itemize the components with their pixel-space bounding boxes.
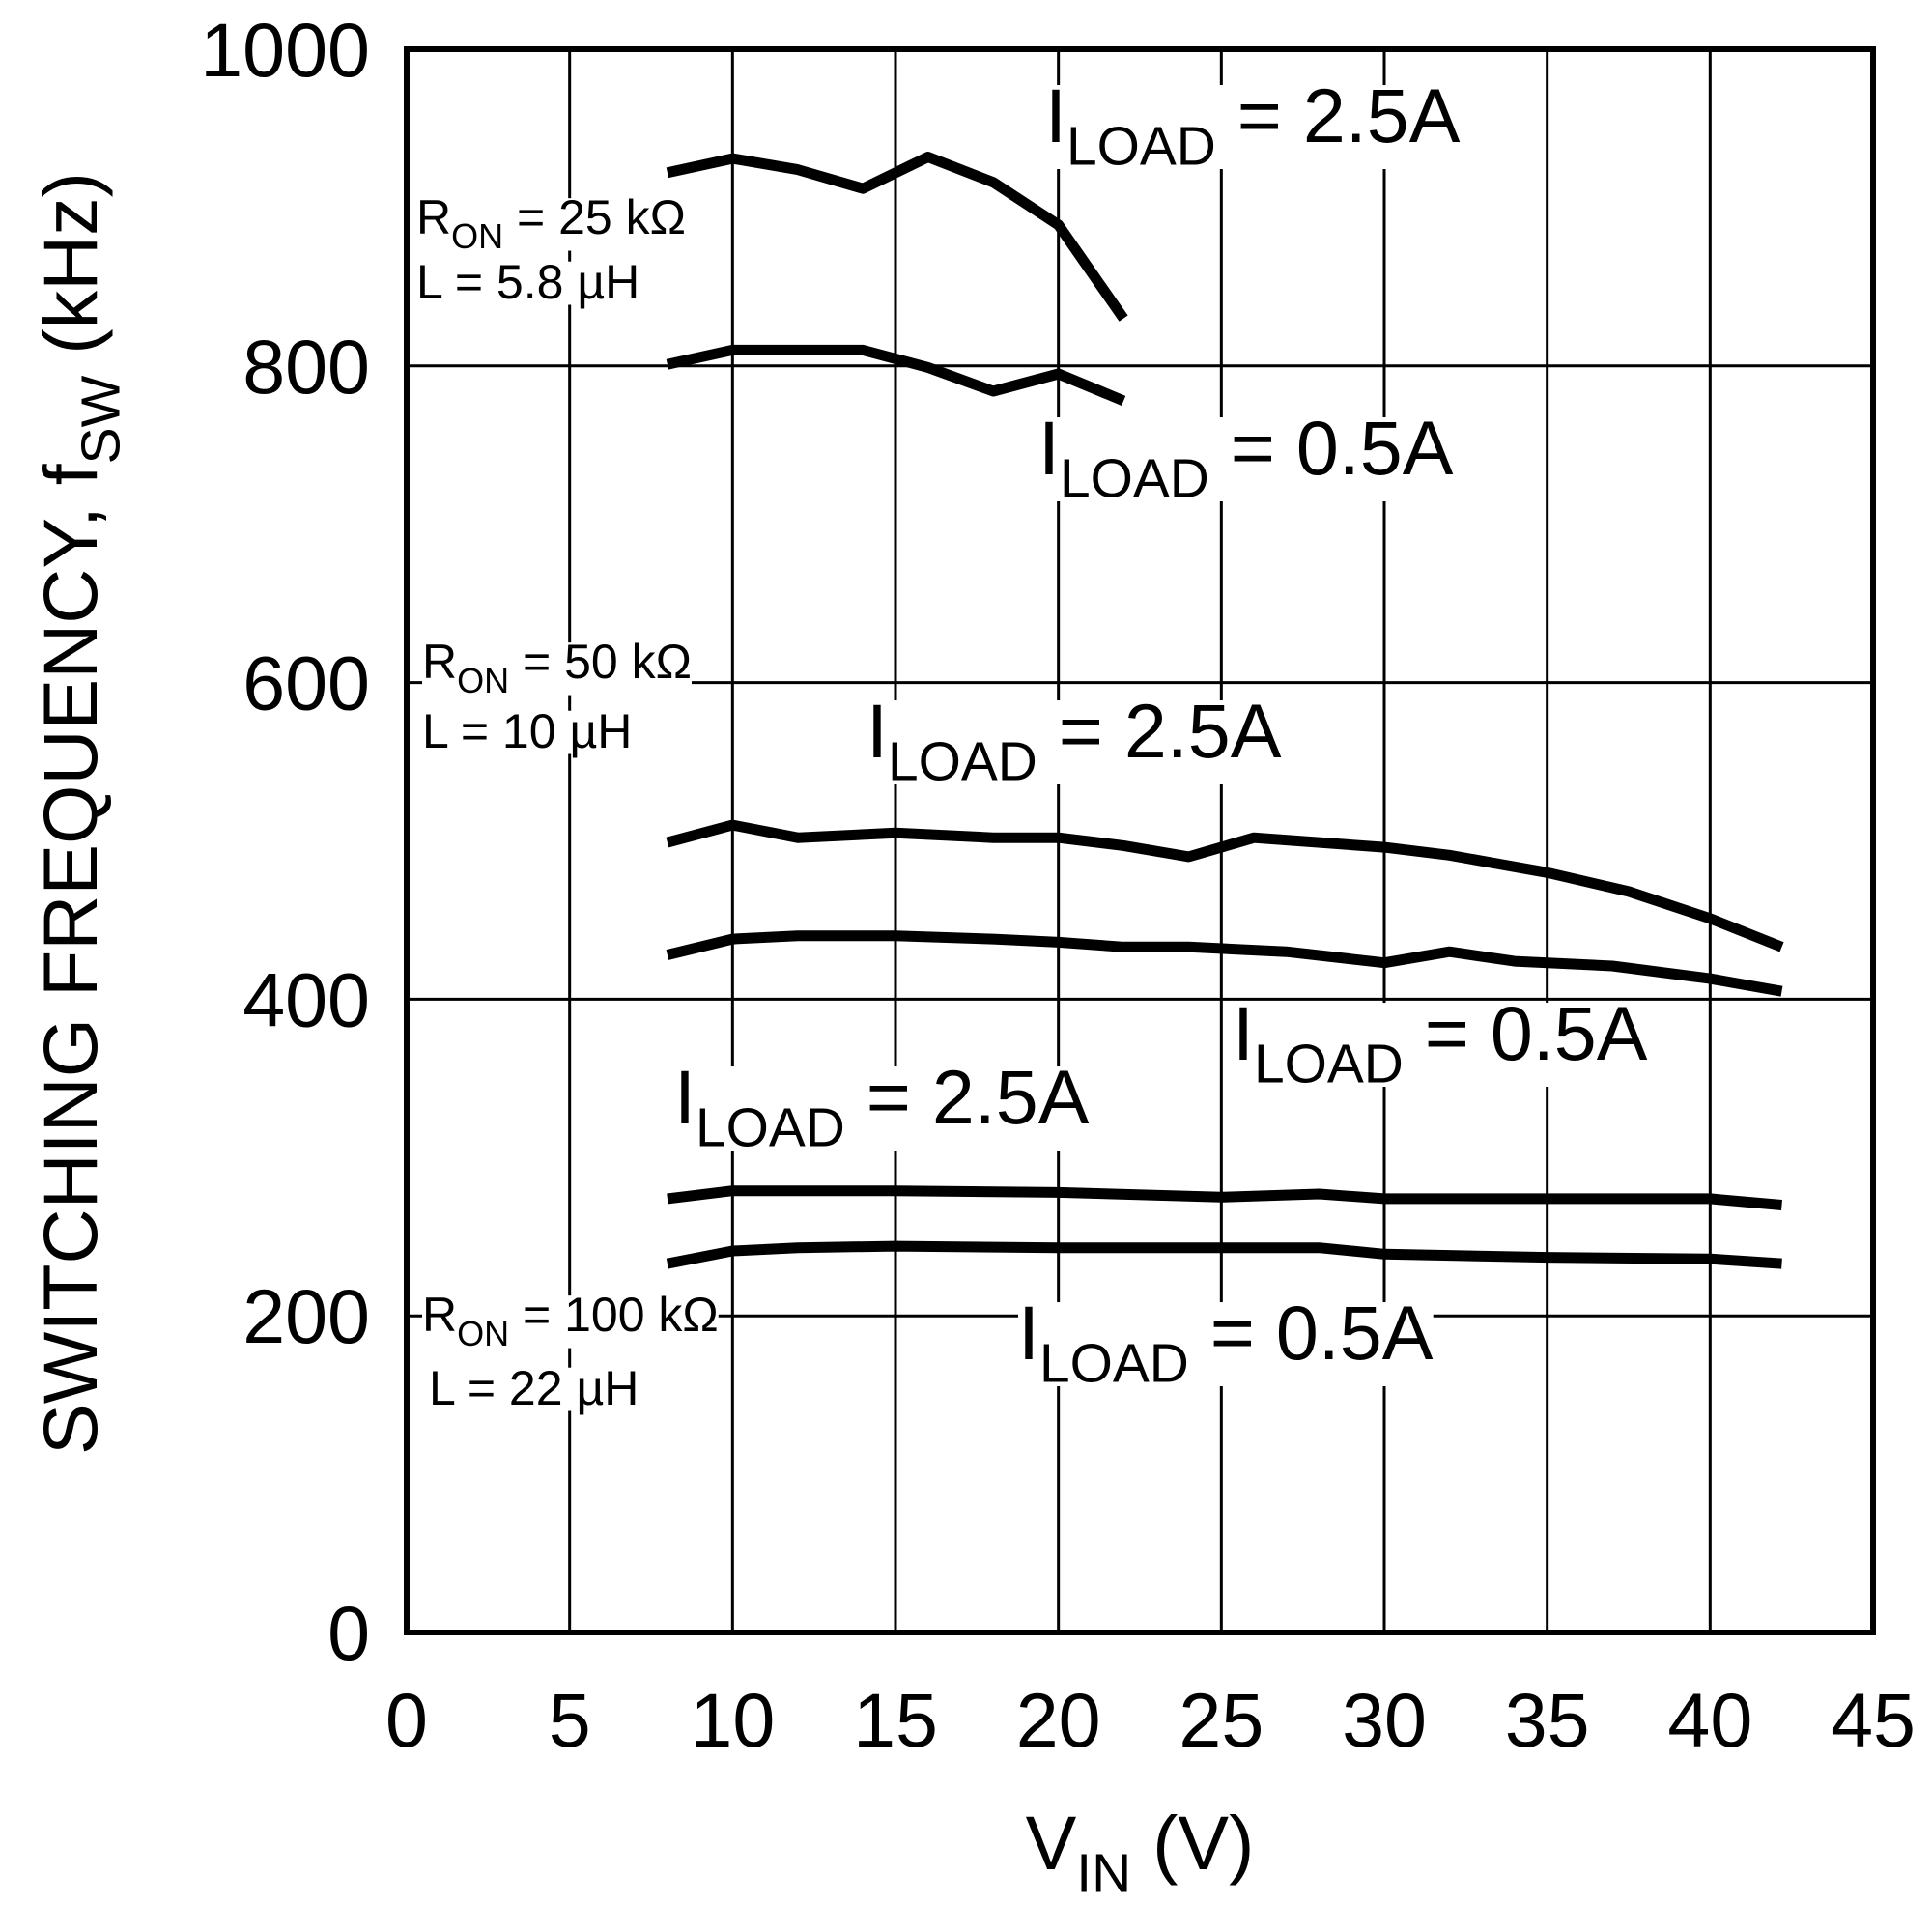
annotation-bg [674, 1066, 1090, 1151]
y-axis-label-rest: (kHz) [27, 172, 113, 376]
annotation: ILOAD = 2.5A [674, 1054, 1090, 1159]
annotation: ILOAD = 0.5A [1233, 990, 1648, 1095]
annotation-bg [1233, 1003, 1648, 1088]
annotation-sub: ON [457, 1314, 509, 1353]
annotation: ILOAD = 0.5A [1038, 405, 1454, 510]
annotation-rest: = 25 kΩ [503, 190, 686, 244]
annotation: L = 22 µH [429, 1361, 639, 1415]
y-tick-label: 800 [242, 324, 370, 410]
annotation-main: R [416, 190, 451, 244]
annotation-sub: LOAD [888, 732, 1037, 793]
line-series [666, 152, 1128, 322]
y-tick-label: 600 [242, 640, 370, 726]
x-tick-label: 20 [1016, 1677, 1101, 1763]
y-axis-label-main: SWITCHING FREQUENCY, f [27, 463, 113, 1455]
annotation-bg [1045, 85, 1461, 170]
y-axis-label-sub: SW [71, 375, 132, 464]
annotation-main: R [422, 1288, 457, 1342]
annotation-sub: LOAD [1039, 1334, 1189, 1395]
x-tick-label: 25 [1179, 1677, 1264, 1763]
x-tick-label: 5 [549, 1677, 591, 1763]
annotation-rest: = 2.5A [1037, 688, 1282, 774]
annotation-rest: = 0.5A [1189, 1290, 1434, 1376]
annotation: ILOAD = 2.5A [1045, 72, 1461, 178]
y-axis-label: SWITCHING FREQUENCY, fSW (kHz) [27, 172, 132, 1455]
x-tick-label: 15 [853, 1677, 938, 1763]
annotation-main: L = 22 µH [429, 1361, 639, 1415]
x-tick-label: 35 [1505, 1677, 1590, 1763]
line-series [666, 819, 1784, 952]
annotation: L = 5.8 µH [416, 255, 639, 309]
annotation-main: I [1018, 1290, 1039, 1376]
annotation-bg [416, 198, 686, 251]
annotation: RON = 100 kΩ [422, 1288, 719, 1353]
annotation: ILOAD = 2.5A [867, 688, 1282, 793]
annotation-main: I [674, 1054, 696, 1140]
annotation-bg [429, 1367, 639, 1411]
annotation-main: R [422, 635, 457, 689]
annotation: RON = 25 kΩ [416, 190, 686, 256]
y-tick-label: 1000 [200, 7, 370, 93]
x-axis-label-main: V [1026, 1800, 1077, 1886]
annotation-bg [1018, 1302, 1434, 1387]
annotation-main: I [1038, 405, 1060, 491]
x-tick-label: 40 [1667, 1677, 1752, 1763]
annotation-bg [867, 700, 1282, 785]
annotation: RON = 50 kΩ [422, 635, 692, 700]
annotation-bg [422, 1295, 719, 1349]
line-series [666, 930, 1783, 997]
plot-frame [404, 46, 1876, 1635]
x-tick-label: 45 [1831, 1677, 1916, 1763]
annotation-bg [1038, 417, 1454, 502]
line-series [666, 344, 1126, 406]
annotation-main: L = 10 µH [422, 704, 632, 758]
annotation-main: I [1045, 72, 1066, 158]
annotation: ILOAD = 0.5A [1018, 1290, 1434, 1395]
annotation-sub: ON [457, 661, 509, 700]
line-series [666, 1240, 1782, 1269]
x-tick-label: 30 [1342, 1677, 1427, 1763]
annotation-rest: = 0.5A [1404, 990, 1648, 1076]
x-tick-label: 10 [690, 1677, 775, 1763]
line-series [667, 1185, 1782, 1210]
annotation-rest: = 2.5A [1216, 72, 1461, 158]
y-tick-label: 0 [327, 1590, 370, 1676]
annotation-bg [422, 710, 633, 754]
x-axis-label-rest: (V) [1131, 1800, 1254, 1886]
annotation-sub: ON [451, 216, 503, 256]
annotation-sub: LOAD [1060, 449, 1209, 510]
annotation: L = 10 µH [422, 704, 632, 758]
annotation-sub: LOAD [696, 1098, 845, 1159]
x-axis-label-sub: IN [1076, 1844, 1131, 1905]
annotation-rest: = 2.5A [845, 1054, 1090, 1140]
annotation-rest: = 0.5A [1209, 405, 1454, 491]
x-axis-label: VIN (V) [1026, 1800, 1255, 1905]
x-tick-label: 0 [385, 1677, 428, 1763]
annotation-main: I [867, 688, 888, 774]
annotation-sub: LOAD [1254, 1035, 1404, 1095]
annotation-bg [416, 261, 640, 305]
y-tick-label: 400 [242, 956, 370, 1042]
annotation-bg [422, 642, 692, 696]
annotation-main: I [1233, 990, 1254, 1076]
annotation-main: L = 5.8 µH [416, 255, 639, 309]
annotation-rest: = 100 kΩ [509, 1288, 719, 1342]
annotation-rest: = 50 kΩ [509, 635, 692, 689]
annotation-sub: LOAD [1066, 117, 1216, 178]
y-tick-label: 200 [242, 1273, 370, 1359]
